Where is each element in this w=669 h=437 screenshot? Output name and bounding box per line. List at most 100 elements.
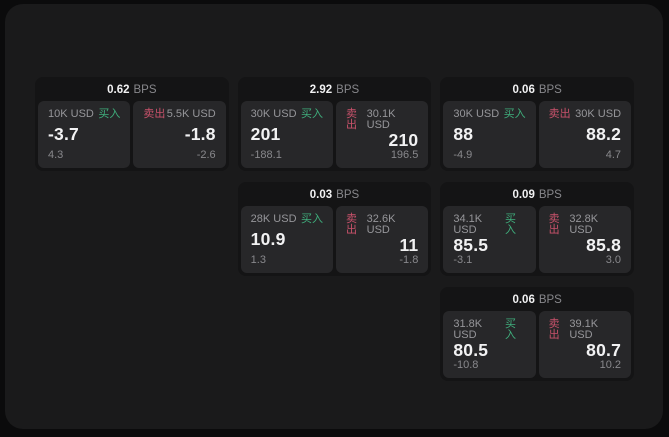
buy-side-label: 买入: [98, 108, 121, 120]
buy-notional: 28K USD: [250, 213, 297, 225]
sell-panel-top: 卖出 32.6K USD: [346, 214, 418, 236]
bps-unit-label: BPS: [538, 83, 562, 96]
sell-notional: 32.8K USD: [569, 213, 599, 236]
panels: 10K USD 买入 -3.7 4.3 卖出 5.5K USD -1.8 -2.…: [38, 101, 226, 168]
buy-notional: 10K USD: [48, 108, 94, 120]
buy-quote-value: 88: [453, 124, 474, 145]
sell-panel[interactable]: 卖出 5.5K USD -1.8 -2.6: [133, 101, 226, 168]
sell-side-label: 卖出: [143, 108, 166, 120]
bps-value: 0.06: [512, 83, 535, 96]
sell-notional: 30.1K USD: [366, 108, 396, 131]
buy-side-label: 买入: [503, 108, 526, 120]
quote-card: 0.62 BPS 10K USD 买入 -3.7 4.3 卖出 5.5K USD: [35, 77, 229, 171]
sell-quote-value: 85.8: [586, 234, 622, 255]
sell-panel[interactable]: 卖出 30.1K USD 210 196.5: [336, 101, 429, 168]
quote-card: 0.09 BPS 34.1K USD 买入 85.5 -3.1 卖出 32.8K…: [440, 182, 634, 276]
bps-unit-label: BPS: [336, 83, 360, 96]
buy-panel-top: 28K USD 买入: [251, 214, 323, 225]
sell-panel-top: 卖出 39.1K USD: [549, 319, 621, 341]
card-header: 0.06 BPS: [443, 290, 631, 311]
buy-quote-value: 201: [250, 124, 281, 145]
buy-panel[interactable]: 31.8K USD 买入 80.5 -10.8: [443, 311, 536, 378]
buy-quote-value: -3.7: [48, 124, 79, 145]
buy-sub-value: -3.1: [453, 254, 473, 266]
sell-side-label: 卖出: [346, 108, 357, 131]
card-header: 0.03 BPS: [241, 185, 429, 206]
buy-side-label: 买入: [301, 108, 323, 120]
sell-side-label: 卖出: [548, 108, 571, 120]
sell-sub-value: -1.8: [399, 254, 419, 266]
buy-side-label: 买入: [301, 213, 323, 225]
bps-value: 0.62: [107, 83, 130, 96]
card-header: 0.62 BPS: [38, 80, 226, 101]
sell-notional: 32.6K USD: [366, 213, 396, 236]
sell-notional: 39.1K USD: [569, 318, 599, 341]
buy-notional: 30K USD: [250, 108, 297, 120]
buy-sub-value: -4.9: [453, 149, 473, 161]
buy-panel-top: 30K USD 买入: [453, 109, 525, 120]
sell-panel-top: 卖出 30.1K USD: [346, 109, 418, 131]
bps-unit-label: BPS: [133, 83, 157, 96]
sell-notional: 5.5K USD: [166, 108, 216, 120]
sell-panel-top: 卖出 5.5K USD: [143, 109, 215, 120]
sell-quote-value: 88.2: [586, 124, 622, 145]
buy-quote-value: 10.9: [250, 229, 286, 250]
sell-sub-value: 196.5: [390, 149, 419, 161]
buy-sub-value: 1.3: [250, 254, 266, 266]
buy-notional: 31.8K USD: [453, 318, 483, 341]
panels: 34.1K USD 买入 85.5 -3.1 卖出 32.8K USD 85.8…: [443, 206, 632, 273]
sell-quote-value: 11: [399, 234, 419, 255]
sell-quote-value: 80.7: [586, 339, 622, 360]
buy-side-label: 买入: [505, 213, 517, 236]
sell-panel[interactable]: 卖出 30K USD 88.2 4.7: [538, 101, 632, 168]
buy-quote-value: 80.5: [453, 339, 489, 360]
bps-value: 2.92: [309, 83, 333, 96]
buy-panel[interactable]: 10K USD 买入 -3.7 4.3: [38, 101, 131, 168]
buy-panel-top: 31.8K USD 买入: [453, 319, 525, 341]
bps-value: 0.03: [309, 188, 333, 201]
buy-panel[interactable]: 30K USD 买入 201 -188.1: [240, 101, 333, 168]
buy-side-label: 买入: [505, 318, 517, 341]
buy-sub-value: 4.3: [48, 149, 64, 161]
buy-quote-value: 85.5: [453, 234, 489, 255]
quote-card: 0.06 BPS 30K USD 买入 88 -4.9 卖出 30K USD: [440, 77, 634, 171]
buy-notional: 30K USD: [453, 108, 500, 120]
bps-unit-label: BPS: [336, 188, 360, 201]
buy-panel[interactable]: 30K USD 买入 88 -4.9: [443, 101, 536, 168]
buy-panel-top: 30K USD 买入: [251, 109, 323, 120]
buy-sub-value: -188.1: [250, 149, 282, 161]
sell-side-label: 卖出: [548, 213, 560, 236]
quote-card: 0.06 BPS 31.8K USD 买入 80.5 -10.8 卖出 39.1…: [440, 287, 634, 381]
sell-quote-value: 210: [388, 129, 419, 150]
sell-sub-value: 4.7: [605, 149, 622, 161]
card-header: 2.92 BPS: [241, 80, 429, 101]
bps-value: 0.09: [512, 188, 535, 201]
quote-card: 0.03 BPS 28K USD 买入 10.9 1.3 卖出 32.6K US…: [237, 182, 432, 276]
sell-sub-value: 3.0: [605, 254, 622, 266]
sell-panel-top: 卖出 30K USD: [549, 109, 621, 120]
buy-panel-top: 10K USD 买入: [48, 109, 120, 120]
app-window: 0.62 BPS 10K USD 买入 -3.7 4.3 卖出 5.5K USD: [5, 4, 663, 429]
panels: 28K USD 买入 10.9 1.3 卖出 32.6K USD 11 -1.8: [240, 206, 429, 273]
sell-quote-value: -1.8: [184, 124, 216, 145]
panels: 30K USD 买入 201 -188.1 卖出 30.1K USD 210 1…: [240, 101, 429, 168]
buy-panel[interactable]: 28K USD 买入 10.9 1.3: [240, 206, 333, 273]
sell-panel[interactable]: 卖出 32.8K USD 85.8 3.0: [538, 206, 632, 273]
panels: 30K USD 买入 88 -4.9 卖出 30K USD 88.2 4.7: [443, 101, 632, 168]
sell-panel[interactable]: 卖出 32.6K USD 11 -1.8: [336, 206, 429, 273]
sell-side-label: 卖出: [548, 318, 560, 341]
sell-notional: 30K USD: [575, 108, 622, 120]
quote-cards-grid: 0.62 BPS 10K USD 买入 -3.7 4.3 卖出 5.5K USD: [35, 77, 634, 381]
quote-card: 2.92 BPS 30K USD 买入 201 -188.1 卖出 30.1K …: [237, 77, 432, 171]
bps-unit-label: BPS: [538, 188, 562, 201]
sell-sub-value: 10.2: [599, 359, 622, 371]
sell-sub-value: -2.6: [196, 149, 216, 161]
bps-unit-label: BPS: [538, 293, 562, 306]
buy-panel[interactable]: 34.1K USD 买入 85.5 -3.1: [443, 206, 536, 273]
sell-panel[interactable]: 卖出 39.1K USD 80.7 10.2: [538, 311, 632, 378]
sell-side-label: 卖出: [346, 213, 357, 236]
sell-panel-top: 卖出 32.8K USD: [549, 214, 621, 236]
buy-panel-top: 34.1K USD 买入: [453, 214, 525, 236]
panels: 31.8K USD 买入 80.5 -10.8 卖出 39.1K USD 80.…: [443, 311, 632, 378]
card-header: 0.06 BPS: [443, 80, 631, 101]
